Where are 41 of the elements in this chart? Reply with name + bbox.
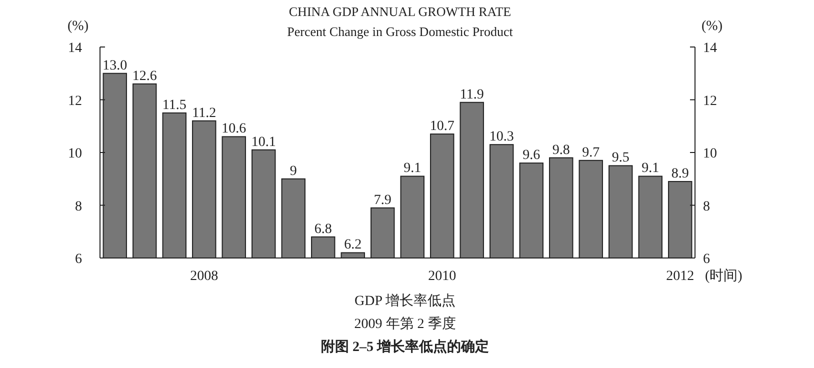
x-tick-label: 2008 xyxy=(190,269,218,284)
y2-tick-label: 8 xyxy=(703,199,710,214)
y-tick-label: 14 xyxy=(68,41,82,56)
data-label: 9.1 xyxy=(404,161,422,176)
text: 2009 年第 2 季度 xyxy=(354,316,456,332)
y2-tick-label: 14 xyxy=(703,41,717,56)
y2-tick-label: 12 xyxy=(703,94,717,109)
y-tick-label: 6 xyxy=(75,252,82,267)
text: GDP 增长率低点 xyxy=(354,293,456,309)
chart-title: CHINA GDP ANNUAL GROWTH RATE xyxy=(288,4,512,19)
y-axis-title: (%) xyxy=(68,19,89,34)
data-label: 8.9 xyxy=(671,166,689,182)
y-tick-label: 12 xyxy=(68,94,82,109)
data-label: 11.2 xyxy=(192,106,216,121)
data-label: 11.5 xyxy=(162,98,186,113)
y-tick-label: 10 xyxy=(68,146,82,162)
data-label: 9 xyxy=(290,164,297,179)
data-label: 10.1 xyxy=(251,134,276,150)
y2-tick-label: 6 xyxy=(703,252,710,267)
y2-tick-label: 10 xyxy=(703,146,717,162)
data-label: 13.0 xyxy=(102,58,128,74)
y-tick-label: 8 xyxy=(75,199,82,214)
data-label: 7.9 xyxy=(374,192,392,208)
data-label: 10.7 xyxy=(430,119,454,134)
data-label: 9.5 xyxy=(612,150,630,166)
data-label: 6.2 xyxy=(344,238,362,253)
data-label: 9.7 xyxy=(582,145,600,160)
data-label: 10.6 xyxy=(222,122,246,137)
data-label: 6.8 xyxy=(314,222,332,237)
data-label: 12.6 xyxy=(132,68,157,84)
x-tick-label: 2010 xyxy=(428,269,456,284)
x-tick-label: 2012 xyxy=(666,269,694,284)
x-axis-title: (时间) xyxy=(705,268,743,284)
text: 附图 2–5 增长率低点的确定 xyxy=(321,338,489,355)
data-label: 9.1 xyxy=(642,161,660,176)
data-label: 11.9 xyxy=(460,87,484,102)
chart-subtitle: Percent Change in Gross Domestic Product xyxy=(287,24,514,39)
y2-axis-title: (%) xyxy=(702,19,723,34)
data-label: 9.6 xyxy=(522,148,540,164)
data-label: 9.8 xyxy=(552,142,570,158)
data-label: 10.3 xyxy=(489,130,514,145)
